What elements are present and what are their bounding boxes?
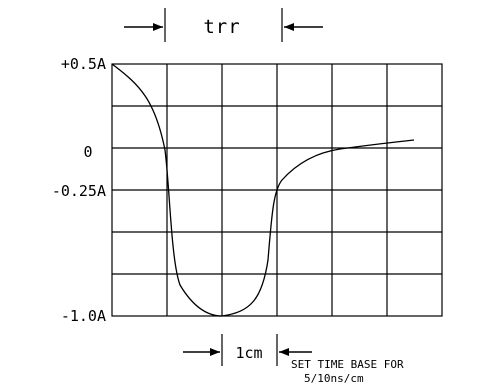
y-label-quarter: -0.25A (52, 182, 106, 200)
scale-label: 1cm (235, 344, 262, 362)
time-base-note-line2: 5/10ns/cm (304, 372, 364, 385)
y-label-zero: 0 (83, 143, 92, 161)
recovery-current-waveform (111, 63, 415, 317)
oscilloscope-grid (111, 63, 443, 317)
y-label-top: +0.5A (61, 55, 106, 73)
y-label-bottom: -1.0A (61, 307, 106, 325)
trr-label: trr (203, 16, 240, 38)
time-base-note-line1: SET TIME BASE FOR (291, 358, 404, 371)
